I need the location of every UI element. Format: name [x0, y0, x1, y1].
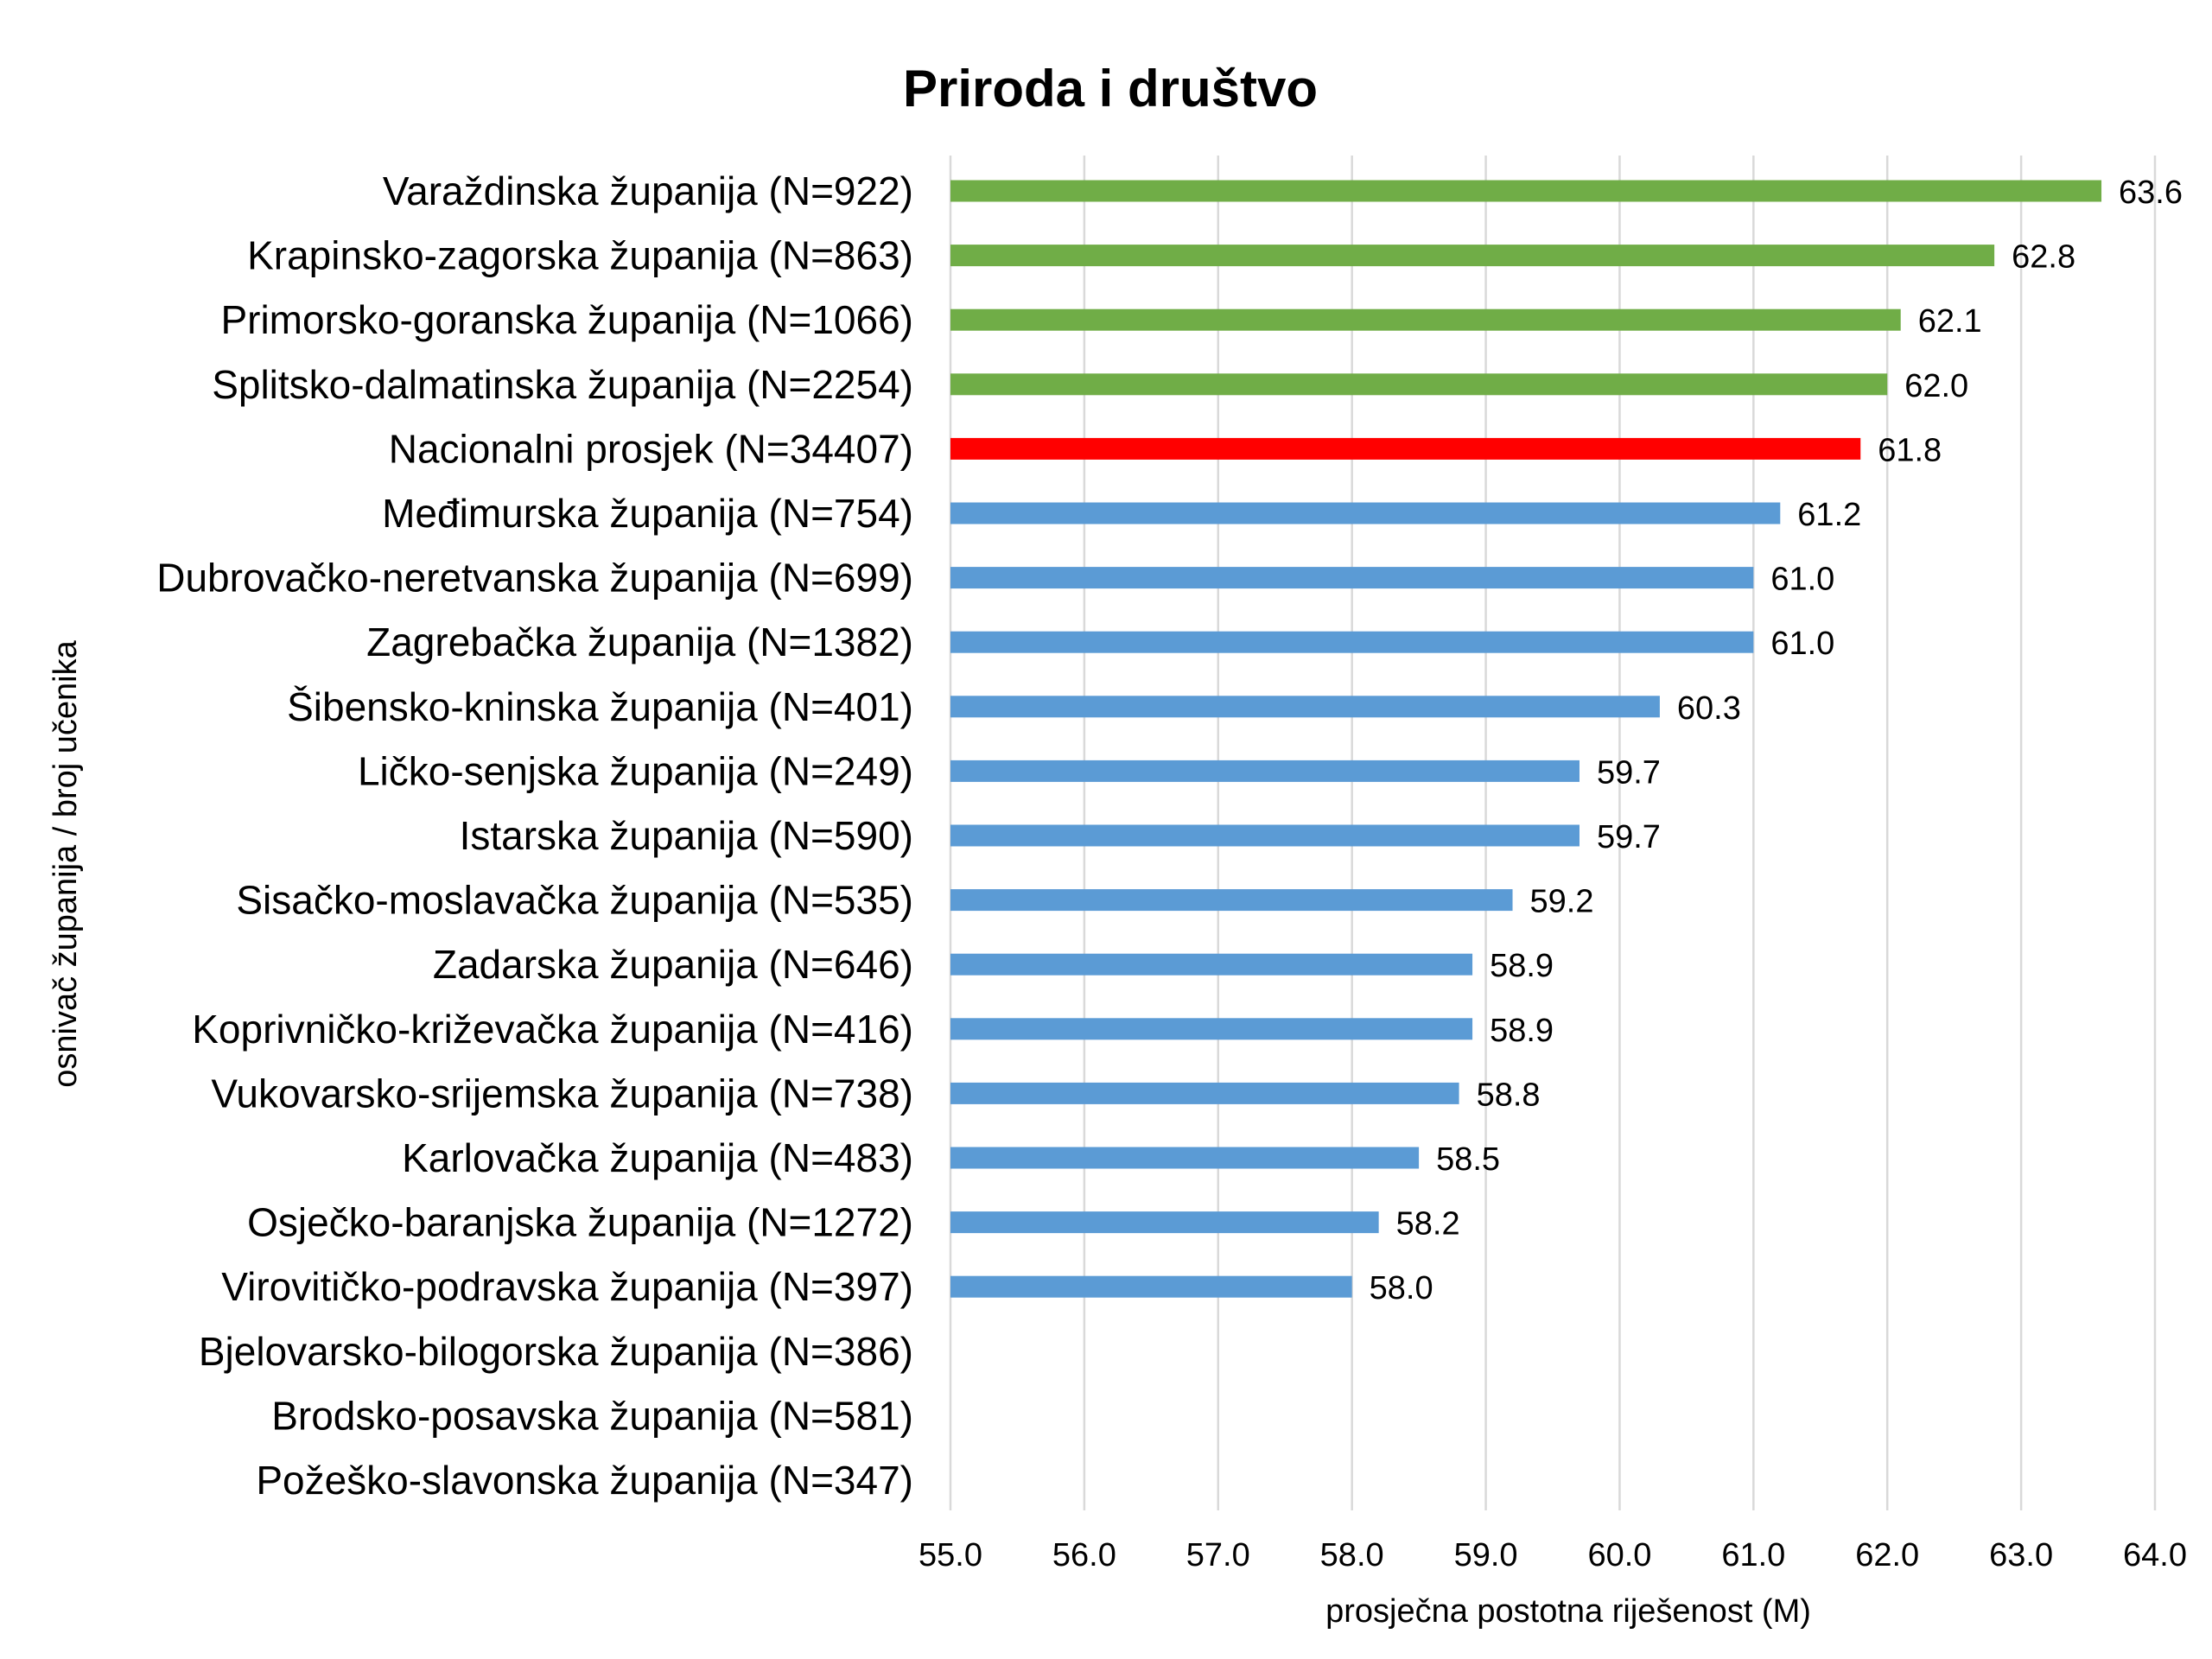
data-label: 59.7 — [1597, 754, 1661, 791]
category-label: Dubrovačko-neretvanska županija (N=699) — [156, 556, 913, 601]
category-label: Virovitičko-podravska županija (N=397) — [221, 1264, 913, 1309]
bar — [950, 308, 1901, 331]
category-label: Požeško-slavonska županija (N=347) — [256, 1458, 913, 1503]
bar — [950, 631, 1754, 653]
x-tick-label: 55.0 — [918, 1537, 982, 1573]
data-labels: 63.6 62.8 62.1 62.0 61.8 61.2 61.0 61.0 60.3 59.7… — [1370, 175, 2183, 1306]
category-label: Krapinsko-zagorska županija (N=863) — [247, 233, 913, 278]
y-axis-title: osnivač županija / broj učenika — [48, 639, 84, 1087]
category-labels: Varaždinska županija (N=922) Krapinsko-za… — [156, 168, 913, 1503]
bar — [950, 696, 1660, 718]
category-label: Vukovarsko-srijemska županija (N=738) — [211, 1071, 913, 1116]
data-label: 58.8 — [1477, 1077, 1541, 1113]
data-label: 58.5 — [1436, 1141, 1500, 1178]
bar — [950, 953, 1473, 976]
category-label: Bjelovarsko-bilogorska županija (N=386) — [199, 1329, 913, 1374]
data-label: 59.7 — [1597, 819, 1661, 855]
bar — [950, 502, 1781, 524]
bar — [950, 245, 1995, 267]
bars — [950, 180, 2102, 1298]
x-tick-labels: 55.0 56.0 57.0 58.0 59.0 60.0 61.0 62.0 63.0 64.0 — [918, 1537, 2187, 1573]
data-label: 58.9 — [1490, 948, 1554, 984]
bar — [950, 889, 1513, 912]
x-tick-label: 61.0 — [1721, 1537, 1785, 1573]
category-label: Koprivničko-križevačka županija (N=416) — [192, 1007, 913, 1052]
bar — [950, 180, 2102, 202]
category-label: Nacionalni prosjek (N=34407) — [389, 426, 913, 471]
x-tick-label: 60.0 — [1587, 1537, 1651, 1573]
category-label: Ličko-senjska županija (N=249) — [358, 748, 913, 793]
x-tick-label: 56.0 — [1052, 1537, 1116, 1573]
category-label: Istarska županija (N=590) — [460, 813, 913, 858]
bar — [950, 373, 1888, 396]
category-label: Karlovačka županija (N=483) — [402, 1135, 913, 1180]
bar — [950, 824, 1580, 847]
x-tick-label: 57.0 — [1186, 1537, 1250, 1573]
x-axis-title: prosječna postotna riješenost (M) — [1325, 1593, 1811, 1630]
category-label: Zadarska županija (N=646) — [433, 942, 913, 987]
category-label: Varaždinska županija (N=922) — [383, 168, 913, 213]
category-label: Splitsko-dalmatinska županija (N=2254) — [212, 362, 913, 407]
category-label: Zagrebačka županija (N=1382) — [366, 620, 913, 664]
category-label: Sisačko-moslavačka županija (N=535) — [236, 878, 913, 923]
bar — [950, 1211, 1379, 1234]
data-label: 59.2 — [1530, 884, 1594, 920]
category-label: Brodsko-posavska županija (N=581) — [271, 1393, 913, 1438]
data-label: 60.3 — [1677, 690, 1741, 727]
x-tick-label: 64.0 — [2123, 1537, 2187, 1573]
x-tick-label: 62.0 — [1855, 1537, 1919, 1573]
x-tick-label: 63.0 — [1989, 1537, 2053, 1573]
data-label: 58.9 — [1490, 1013, 1554, 1049]
data-label: 61.2 — [1797, 497, 1861, 533]
data-label: 61.0 — [1770, 562, 1834, 598]
bar — [950, 760, 1580, 782]
chart-title: Priroda i društvo — [903, 60, 1318, 118]
category-label: Međimurska županija (N=754) — [382, 491, 913, 536]
bar — [950, 567, 1754, 589]
category-label: Šibensko-kninska županija (N=401) — [287, 684, 913, 729]
bar — [950, 1018, 1473, 1040]
data-label: 62.8 — [2012, 239, 2075, 276]
bar — [950, 437, 1861, 460]
bar — [950, 1147, 1420, 1169]
bar — [950, 1275, 1352, 1298]
data-label: 58.0 — [1370, 1270, 1433, 1306]
data-label: 61.0 — [1770, 626, 1834, 662]
category-label: Primorsko-goranska županija (N=1066) — [220, 297, 913, 342]
category-label: Osječko-baranjska županija (N=1272) — [247, 1200, 913, 1245]
x-tick-label: 58.0 — [1320, 1537, 1384, 1573]
data-label: 61.8 — [1878, 432, 1942, 468]
bar — [950, 1082, 1459, 1104]
data-label: 58.2 — [1396, 1206, 1460, 1243]
data-label: 62.0 — [1904, 368, 1968, 404]
data-label: 62.1 — [1918, 303, 1982, 340]
data-label: 63.6 — [2119, 175, 2183, 211]
x-tick-label: 59.0 — [1454, 1537, 1518, 1573]
